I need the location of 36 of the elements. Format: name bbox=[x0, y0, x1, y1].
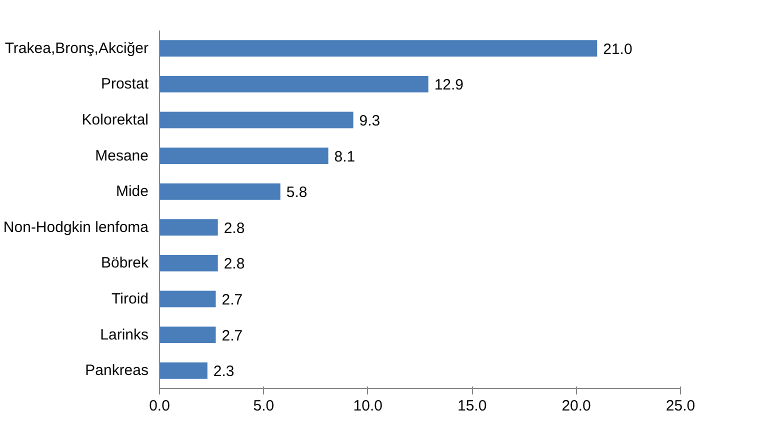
y-tick-label: Pankreas bbox=[85, 362, 149, 380]
data-label: 12.9 bbox=[434, 76, 464, 94]
x-tick-label: 20.0 bbox=[562, 398, 591, 414]
y-tick-label: Trakea,Bronş,Akciğer bbox=[4, 40, 149, 57]
y-tick-label: Böbrek bbox=[100, 254, 149, 272]
data-label: 9.3 bbox=[359, 112, 380, 130]
y-tick-label: Larinks bbox=[100, 326, 149, 344]
bar bbox=[160, 254, 218, 272]
bar bbox=[160, 326, 216, 344]
data-label: 2.8 bbox=[224, 220, 245, 237]
y-tick-label: Non-Hodgkin lenfoma bbox=[3, 218, 150, 236]
x-tick-label: 10.0 bbox=[353, 398, 383, 414]
data-label: 2.8 bbox=[224, 256, 245, 273]
bar bbox=[160, 112, 354, 128]
y-tick-label: Mesane bbox=[95, 147, 149, 164]
x-tick-label: 15.0 bbox=[458, 398, 487, 414]
x-tick-label: 5.0 bbox=[253, 398, 274, 414]
data-label: 5.8 bbox=[286, 184, 308, 202]
bar bbox=[160, 219, 218, 236]
bar bbox=[160, 40, 598, 57]
data-label: 21.0 bbox=[603, 40, 632, 58]
y-tick-label: Kolorektal bbox=[82, 112, 148, 128]
y-tick-label: Mide bbox=[116, 183, 149, 200]
data-label: 2.7 bbox=[222, 327, 243, 344]
bar bbox=[160, 76, 428, 92]
x-tick-label: 0.0 bbox=[149, 398, 170, 414]
y-tick-label: Tiroid bbox=[112, 290, 148, 308]
data-label: 2.3 bbox=[213, 363, 234, 380]
data-label: 2.7 bbox=[222, 292, 243, 308]
y-tick-label: Prostat bbox=[100, 76, 150, 93]
x-tick-label: 25.0 bbox=[666, 398, 696, 414]
bar bbox=[160, 183, 280, 200]
bar bbox=[160, 148, 328, 164]
data-label: 8.1 bbox=[334, 148, 356, 166]
bar bbox=[160, 362, 208, 379]
bar bbox=[160, 290, 216, 308]
